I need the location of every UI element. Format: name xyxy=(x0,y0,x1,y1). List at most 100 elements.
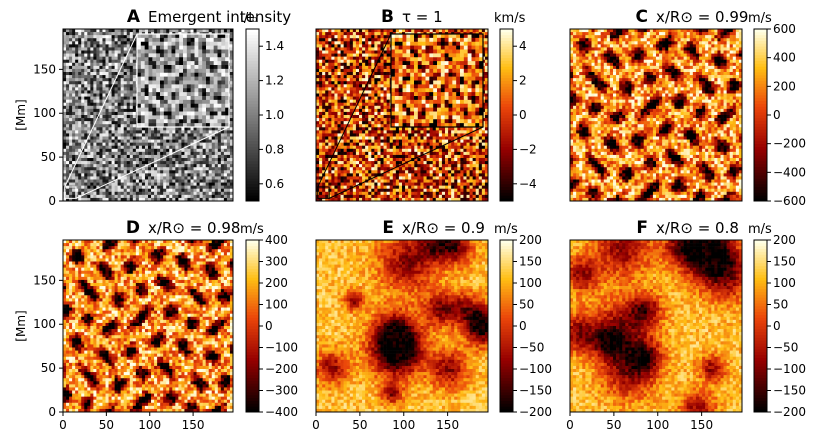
map-cell xyxy=(96,127,100,131)
map-cell xyxy=(126,99,131,104)
map-cell xyxy=(132,130,137,134)
map-cell xyxy=(111,68,115,73)
map-cell xyxy=(75,44,79,48)
map-cell xyxy=(129,130,134,134)
inset-cell xyxy=(225,111,230,116)
inset-cell xyxy=(175,45,180,50)
map-cell xyxy=(383,65,387,70)
map-cell xyxy=(343,62,348,67)
map-cell xyxy=(102,44,106,48)
map-cell xyxy=(129,50,134,54)
map-cell xyxy=(87,84,91,88)
inset-cell xyxy=(152,41,157,46)
map-cell xyxy=(211,151,216,156)
map-cell xyxy=(463,29,467,33)
map-cell xyxy=(126,148,131,153)
map-cell xyxy=(178,130,182,134)
map-cell xyxy=(181,176,185,180)
map-cell xyxy=(129,194,134,199)
inset-cell xyxy=(209,107,214,112)
map-cell xyxy=(223,173,228,177)
map-cell xyxy=(217,29,222,33)
map-cell xyxy=(81,65,85,70)
inset-cell xyxy=(175,119,180,124)
map-cell xyxy=(365,32,369,36)
map-cell xyxy=(66,102,70,107)
map-cell xyxy=(123,121,128,125)
map-cell xyxy=(93,44,97,48)
map-cell xyxy=(108,56,112,61)
map-cell xyxy=(111,62,115,67)
map-cell xyxy=(340,59,344,64)
map-cell xyxy=(154,170,158,174)
map-cell xyxy=(141,182,146,186)
map-cell xyxy=(75,173,79,177)
map-cell xyxy=(102,133,106,137)
map-cell xyxy=(316,47,320,51)
map-cell xyxy=(111,72,115,76)
map-cell xyxy=(217,188,222,193)
map-cell xyxy=(217,185,222,190)
map-cell xyxy=(229,62,234,67)
map-cell xyxy=(120,170,125,174)
map-cell xyxy=(129,176,134,180)
colorbar-segment xyxy=(246,80,259,84)
map-cell xyxy=(108,41,112,45)
map-cell xyxy=(111,170,115,174)
map-cell xyxy=(163,142,167,147)
inset-cell xyxy=(175,88,180,93)
map-cell xyxy=(229,115,234,119)
map-cell xyxy=(120,35,125,39)
inset-cell xyxy=(167,111,172,116)
map-cell xyxy=(102,111,106,116)
map-cell xyxy=(132,158,137,162)
inset-cell xyxy=(213,68,218,74)
map-cell xyxy=(349,53,354,57)
map-cell xyxy=(208,176,213,180)
map-cell xyxy=(163,161,167,165)
map-cell xyxy=(322,38,326,42)
map-cell xyxy=(368,53,372,57)
map-cell xyxy=(328,75,332,79)
map-cell xyxy=(87,145,91,150)
map-cell xyxy=(87,170,91,174)
map-cell xyxy=(199,170,203,174)
map-cell xyxy=(120,185,125,190)
inset-cell xyxy=(137,92,142,97)
map-cell xyxy=(108,158,112,162)
map-cell xyxy=(93,170,97,174)
inset-cell xyxy=(167,92,172,97)
map-cell xyxy=(111,164,115,168)
map-cell xyxy=(383,56,387,61)
map-cell xyxy=(141,191,146,196)
inset-cell xyxy=(148,61,153,66)
map-cell xyxy=(181,185,185,190)
inset-cell xyxy=(194,72,199,77)
map-cell xyxy=(202,142,206,147)
map-cell xyxy=(90,75,94,79)
map-cell xyxy=(334,81,338,85)
map-cell xyxy=(334,65,338,70)
map-cell xyxy=(322,81,326,85)
inset-cell xyxy=(163,65,168,70)
map-cell xyxy=(352,29,357,33)
map-cell xyxy=(386,35,391,39)
map-cell xyxy=(138,127,143,131)
map-cell xyxy=(84,130,88,134)
map-cell xyxy=(63,59,67,64)
map-cell xyxy=(132,182,137,186)
map-cell xyxy=(175,170,179,174)
map-cell xyxy=(334,41,338,45)
map-cell xyxy=(117,108,121,113)
map-cell xyxy=(223,191,228,196)
map-cell xyxy=(66,29,70,33)
map-cell xyxy=(181,136,185,140)
map-cell xyxy=(102,124,106,128)
map-cell xyxy=(132,81,137,85)
map-cell xyxy=(66,194,70,199)
inset-cell xyxy=(213,37,218,43)
map-cell xyxy=(193,133,197,137)
map-cell xyxy=(166,182,170,186)
inset-cell xyxy=(167,115,172,120)
map-cell xyxy=(96,78,100,82)
